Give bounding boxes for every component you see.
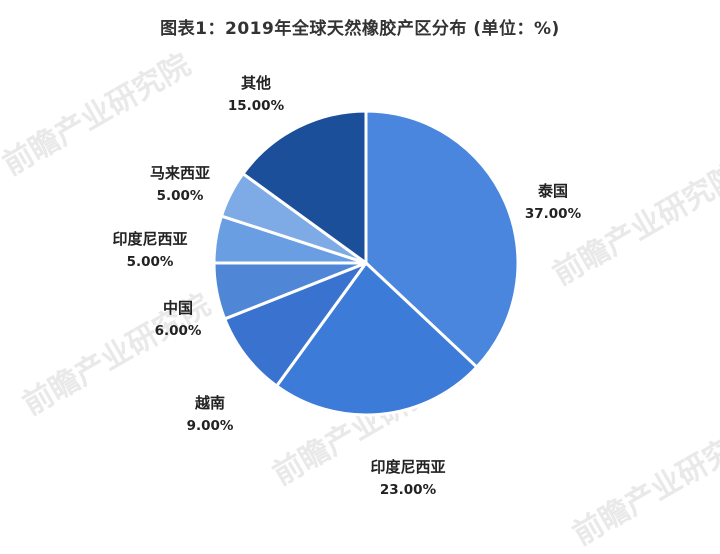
pie-slice: [223, 261, 368, 388]
slice-value-label: 15.00%: [228, 98, 285, 114]
slice-value-label: 37.00%: [525, 206, 582, 222]
slice-category-label: 其他: [241, 74, 271, 92]
slice-value-label: 23.00%: [380, 482, 437, 498]
pie-labels: 泰国 37.00% 印度尼西亚 23.00% 越南 9.00% 中国 6.00% 印度尼西亚 5.…: [112, 74, 581, 498]
pie-slice: [241, 109, 368, 265]
slice-value-label: 5.00%: [127, 254, 174, 270]
slice-category-label: 印度尼西亚: [370, 458, 445, 476]
slice-category-label: 印度尼西亚: [112, 230, 187, 248]
slice-category-label: 中国: [163, 299, 193, 317]
pie-chart: 泰国 37.00% 印度尼西亚 23.00% 越南 9.00% 中国 6.00% 印度尼西亚 5.…: [112, 74, 581, 498]
slice-category-label: 越南: [194, 394, 225, 412]
slice-value-label: 5.00%: [157, 188, 204, 204]
slice-category-label: 泰国: [537, 182, 568, 200]
slice-value-label: 6.00%: [155, 323, 202, 339]
slice-value-label: 9.00%: [187, 418, 234, 434]
slice-category-label: 马来西亚: [150, 164, 210, 182]
pie-slices: [212, 109, 520, 417]
chart-title: 图表1：2019年全球天然橡胶产区分布 (单位：%): [160, 19, 560, 39]
pie-slice: [275, 261, 479, 417]
pie-slice: [364, 109, 520, 369]
